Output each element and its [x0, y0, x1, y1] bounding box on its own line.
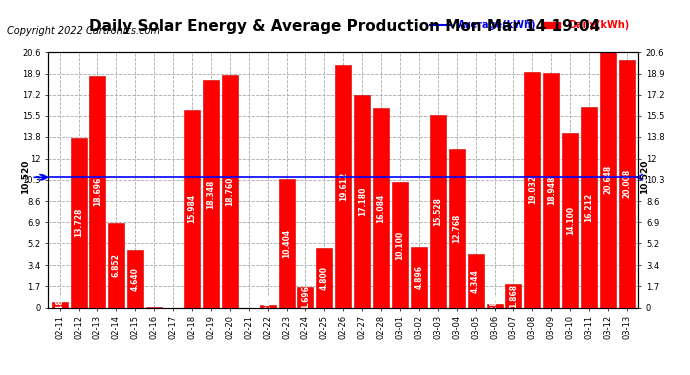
Bar: [430, 115, 446, 308]
Text: Copyright 2022 Cartronics.com: Copyright 2022 Cartronics.com: [7, 26, 160, 36]
Bar: [316, 248, 333, 308]
Text: 13.728: 13.728: [74, 208, 83, 237]
Text: 4.640: 4.640: [131, 267, 140, 291]
Text: 20.008: 20.008: [622, 169, 631, 198]
Bar: [524, 72, 540, 308]
Text: 15.984: 15.984: [188, 194, 197, 223]
Text: 16.084: 16.084: [377, 194, 386, 223]
Bar: [619, 60, 635, 308]
Bar: [581, 107, 597, 307]
Bar: [70, 138, 86, 308]
Text: 16.212: 16.212: [584, 193, 593, 222]
Text: 0.288: 0.288: [490, 294, 499, 318]
Text: 18.696: 18.696: [93, 177, 102, 206]
Text: 18.760: 18.760: [226, 177, 235, 206]
Text: 4.896: 4.896: [415, 265, 424, 289]
Bar: [354, 95, 371, 308]
Bar: [279, 179, 295, 308]
Text: 10.520: 10.520: [640, 160, 649, 195]
Bar: [468, 254, 484, 308]
Text: 1.696: 1.696: [301, 285, 310, 309]
Text: 19.032: 19.032: [528, 175, 537, 204]
Text: 0.204: 0.204: [263, 294, 272, 318]
Bar: [392, 183, 408, 308]
Text: 4.344: 4.344: [471, 268, 480, 292]
Text: 0.480: 0.480: [55, 292, 64, 316]
Text: 15.528: 15.528: [433, 197, 442, 226]
Bar: [600, 52, 616, 308]
Text: 20.648: 20.648: [604, 165, 613, 194]
Bar: [373, 108, 389, 307]
Text: 17.180: 17.180: [357, 186, 366, 216]
Bar: [108, 223, 124, 308]
Text: Daily Solar Energy & Average Production Mon Mar 14 19:04: Daily Solar Energy & Average Production …: [90, 19, 600, 34]
Text: 19.612: 19.612: [339, 171, 348, 201]
Bar: [448, 150, 465, 308]
Text: 6.852: 6.852: [112, 253, 121, 277]
Bar: [221, 75, 238, 308]
Bar: [90, 76, 106, 308]
Text: 10.100: 10.100: [395, 230, 404, 260]
Bar: [335, 65, 351, 308]
Text: 12.768: 12.768: [452, 214, 461, 243]
Bar: [184, 110, 200, 308]
Text: 10.404: 10.404: [282, 228, 291, 258]
Text: 14.100: 14.100: [566, 206, 575, 235]
Bar: [486, 304, 502, 307]
Bar: [127, 250, 144, 307]
Text: 1.868: 1.868: [509, 284, 518, 308]
Text: 10.520: 10.520: [21, 160, 30, 195]
Bar: [411, 247, 427, 308]
Bar: [203, 80, 219, 308]
Bar: [562, 133, 578, 308]
Bar: [543, 73, 560, 308]
Bar: [259, 305, 276, 308]
Bar: [505, 284, 522, 308]
Text: 18.948: 18.948: [546, 176, 555, 205]
Text: 18.348: 18.348: [206, 179, 215, 209]
Bar: [297, 286, 313, 308]
Bar: [52, 302, 68, 307]
Legend: Average(kWh), Daily(kWh): Average(kWh), Daily(kWh): [426, 16, 633, 34]
Text: 4.800: 4.800: [320, 266, 329, 290]
